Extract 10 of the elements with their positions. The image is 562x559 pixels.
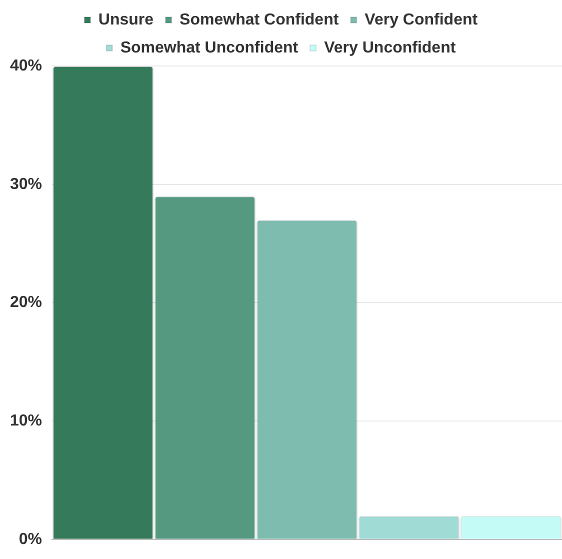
legend-label: Somewhat Unconfident bbox=[120, 39, 299, 56]
y-tick-label: 30% bbox=[10, 176, 42, 193]
y-tick-label: 0% bbox=[18, 530, 42, 548]
legend-label: Very Confident bbox=[364, 11, 478, 28]
legend-label: Very Unconfident bbox=[324, 39, 456, 56]
y-tick-label: 10% bbox=[10, 412, 42, 430]
legend-label: Somewhat Confident bbox=[180, 11, 340, 28]
y-tick-label: 40% bbox=[10, 57, 42, 74]
legend-label: Unsure bbox=[98, 11, 154, 28]
y-tick-label: 20% bbox=[10, 294, 42, 312]
